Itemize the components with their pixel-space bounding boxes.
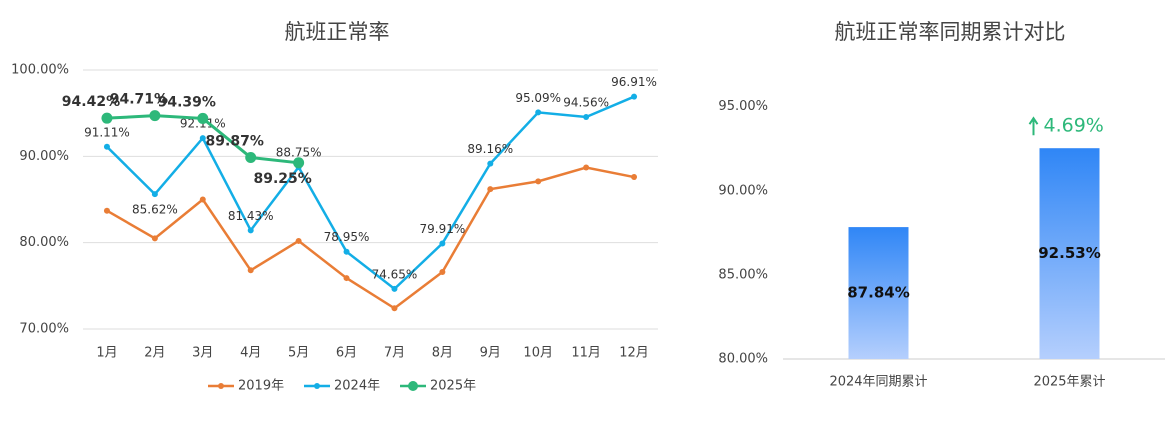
point (247, 227, 254, 234)
bar (1039, 148, 1100, 359)
value-label: 74.65% (372, 267, 418, 281)
x-tick-label: 2024年同期累计 (829, 375, 927, 390)
up-arrow (1028, 116, 1039, 136)
point (103, 207, 110, 214)
y-tick-label: 100.00% (11, 63, 69, 78)
y-tick-label: 70.00% (19, 322, 69, 337)
value-label: 81.43% (228, 209, 274, 223)
point (391, 305, 398, 312)
point (151, 191, 158, 198)
y-tick-label: 80.00% (19, 235, 69, 250)
value-label: 94.71% (110, 92, 168, 108)
value-label: 89.16% (467, 142, 513, 156)
value-label: 78.95% (324, 230, 370, 244)
x-tick-label: 8月 (432, 346, 453, 361)
value-label: 87.84% (847, 284, 909, 302)
y-tick-label: 90.00% (19, 149, 69, 164)
point (487, 186, 494, 193)
legend-label: 2024年 (334, 379, 380, 394)
point (293, 157, 305, 169)
point (535, 178, 542, 185)
value-label: 94.56% (563, 95, 609, 109)
x-tick-label: 6月 (336, 346, 357, 361)
value-label: 95.09% (515, 91, 561, 105)
legend-label: 2025年 (430, 379, 476, 394)
legend-label: 2019年 (238, 379, 284, 394)
series-line (106, 95, 635, 291)
point (199, 196, 206, 203)
point (295, 237, 302, 244)
y-tick-label: 90.00% (718, 183, 768, 198)
point (487, 160, 494, 167)
x-tick-label: 3月 (192, 346, 213, 361)
chart-title: 航班正常率 (285, 20, 390, 44)
point (199, 135, 206, 142)
value-label: 92.53% (1038, 244, 1100, 262)
value-label: 96.91% (611, 75, 657, 89)
y-tick-label: 85.00% (718, 267, 768, 282)
value-label: 94.39% (158, 94, 216, 110)
x-tick-label: 9月 (480, 346, 501, 361)
y-tick-label: 80.00% (718, 352, 768, 367)
point (583, 113, 590, 120)
point (245, 151, 257, 163)
point (343, 248, 350, 255)
value-label: 94.42% (62, 94, 120, 110)
value-label: 88.75% (276, 146, 322, 160)
y-tick-label: 95.00% (718, 99, 768, 114)
value-label: 89.25% (253, 171, 311, 187)
x-tick-label: 11月 (571, 346, 601, 361)
point (101, 112, 113, 124)
point (439, 240, 446, 247)
x-tick-label: 2月 (144, 346, 165, 361)
legend-marker (314, 383, 320, 389)
point (247, 267, 254, 274)
chart-title: 航班正常率同期累计对比 (835, 20, 1066, 44)
point (197, 112, 209, 124)
value-label: 79.91% (419, 222, 465, 236)
value-label: 85.62% (132, 203, 178, 217)
point (149, 110, 161, 122)
x-tick-label: 10月 (523, 346, 553, 361)
series-line (106, 166, 635, 310)
value-label: 89.87% (206, 133, 264, 149)
point (631, 93, 638, 100)
value-label: 91.11% (84, 125, 130, 139)
point (151, 235, 158, 242)
point (343, 275, 350, 282)
x-tick-label: 12月 (619, 346, 649, 361)
x-tick-label: 4月 (240, 346, 261, 361)
point (535, 109, 542, 116)
point (583, 164, 590, 171)
point (439, 269, 446, 276)
bar (848, 227, 909, 359)
x-tick-label: 7月 (384, 346, 405, 361)
x-tick-label: 5月 (288, 346, 309, 361)
annotation: 4.69% (1044, 115, 1104, 137)
legend-marker (218, 383, 224, 389)
point (103, 143, 110, 150)
x-tick-label: 1月 (96, 346, 117, 361)
legend-marker (408, 381, 418, 391)
point (631, 174, 638, 181)
point (391, 285, 398, 292)
x-tick-label: 2025年累计 (1033, 375, 1105, 390)
